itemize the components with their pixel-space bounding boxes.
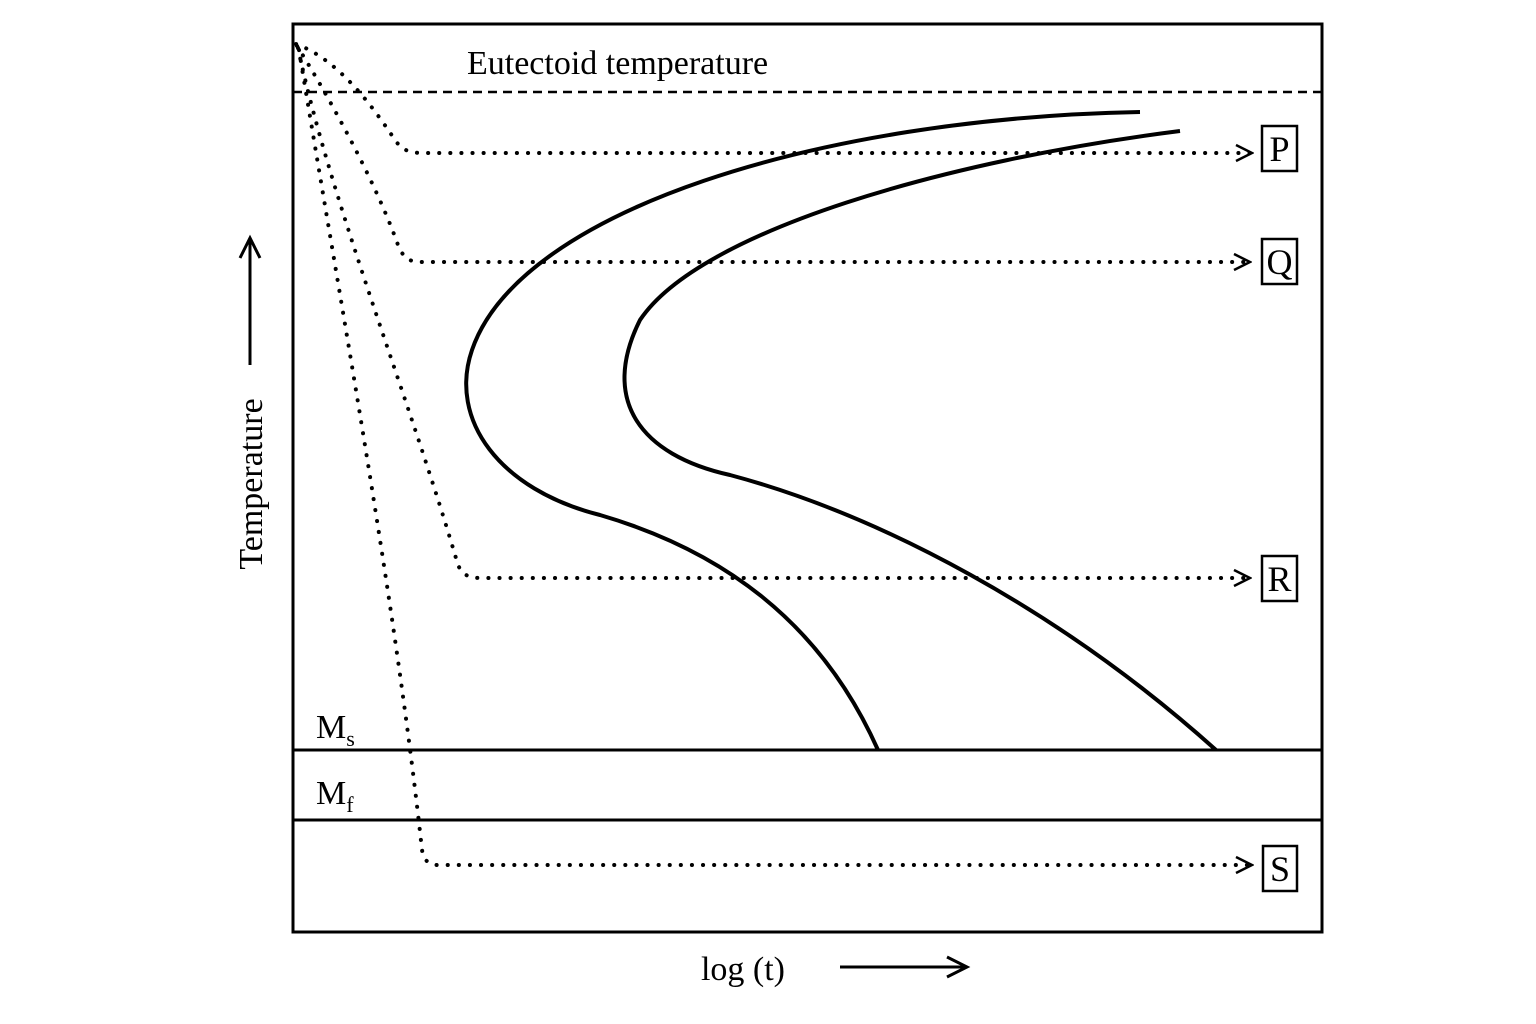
path-label-r: R [1260,554,1299,603]
transformation-finish-curve [622,129,1218,752]
path-label-s: S [1261,844,1299,893]
ms-label-sub: s [346,726,355,751]
path-label-q: Q [1260,237,1299,286]
x-axis-arrow [840,955,971,979]
ms-label-main: M [316,709,346,746]
path-label-p-text: P [1269,129,1289,169]
path-label-r-box [1260,554,1299,603]
path-label-r-text: R [1267,559,1291,599]
mf-label-main: M [316,775,346,812]
transformation-start-curve [464,110,1141,751]
cooling-path-s [297,48,1254,865]
y-axis-arrow [238,234,262,365]
path-label-s-box [1261,844,1299,893]
cooling-path-q [295,44,1252,262]
eutectoid-label: Eutectoid temperature [467,45,768,82]
cooling-path-r [296,46,1252,578]
path-label-s-text: S [1270,849,1290,889]
cooling-path-p [294,42,1254,153]
path-label-p-box [1260,124,1299,173]
path-label-p: P [1260,124,1299,173]
plot-frame [291,22,1324,934]
path-label-q-text: Q [1267,242,1293,282]
mf-label-sub: f [346,792,354,817]
mf-label: Mf [316,775,354,817]
ms-label: Ms [316,709,355,751]
path-label-q-box [1260,237,1299,286]
x-axis-label: log (t) [701,951,785,988]
y-axis-label: Temperature [233,398,270,569]
